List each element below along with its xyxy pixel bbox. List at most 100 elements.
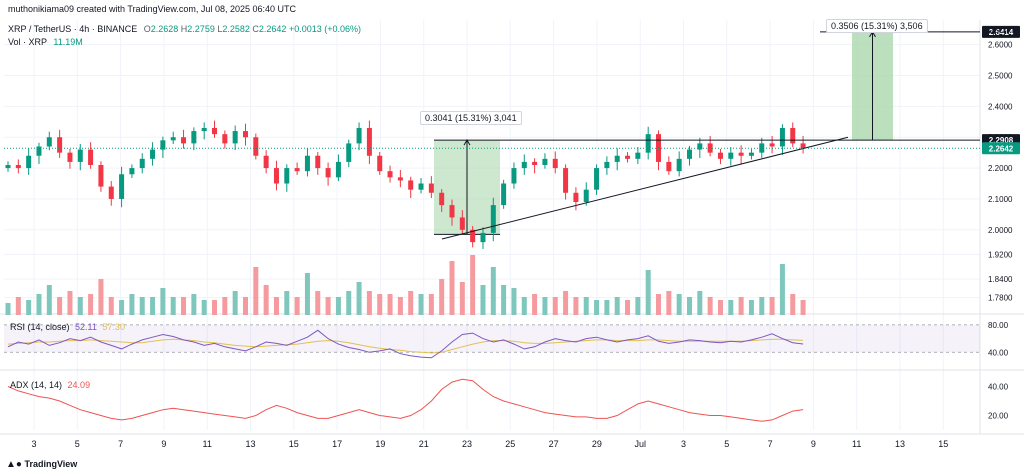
candle-body <box>377 155 383 172</box>
candle-body <box>769 143 775 147</box>
adx-line <box>7 378 804 422</box>
candle-body <box>387 171 393 178</box>
x-axis-tick-label: 9 <box>161 439 166 449</box>
candle-body <box>88 149 94 165</box>
candle-body <box>366 127 372 156</box>
x-axis-tick-label: 21 <box>419 439 429 449</box>
x-axis-tick-label: 19 <box>375 439 385 449</box>
volume-bar <box>387 294 393 315</box>
candle-body <box>150 149 156 159</box>
candle-body <box>532 161 538 165</box>
candle-body <box>325 168 331 178</box>
volume-bar <box>707 297 713 315</box>
volume-row: Vol · XRP 11.19M <box>8 37 83 47</box>
volume-bar <box>129 294 135 315</box>
x-axis-tick-label: 23 <box>462 439 472 449</box>
candle-body <box>583 189 589 203</box>
candle-body <box>108 186 114 199</box>
volume-bar <box>532 294 538 315</box>
volume-bar <box>335 297 341 315</box>
volume-bar <box>397 297 403 315</box>
candle-body <box>26 155 32 169</box>
rsi-legend: RSI (14, close) 52.11 57.30 <box>10 322 125 332</box>
volume-bar <box>46 285 52 315</box>
volume-bar <box>15 297 21 315</box>
candle-body <box>676 158 682 172</box>
candle-body <box>273 168 279 184</box>
rsi-ma-value: 57.30 <box>102 322 125 332</box>
candle-body <box>191 131 197 144</box>
x-axis-tick-label: 27 <box>549 439 559 449</box>
volume-bar <box>150 297 156 315</box>
price-axis-tick-label: 2.5000 <box>988 72 1013 81</box>
candle-body <box>759 143 765 153</box>
candle-body <box>408 180 414 190</box>
volume-bar <box>501 285 507 315</box>
volume-bar <box>666 291 672 315</box>
candle-body <box>397 177 403 181</box>
price-axis-tick-label: 2.4000 <box>988 102 1013 111</box>
volume-bar <box>170 297 176 315</box>
candle-body <box>253 137 259 156</box>
candle-body <box>779 127 785 147</box>
volume-bar <box>222 297 228 315</box>
symbol-ohlc-row: XRP / TetherUS · 4h · BINANCE O2.2628 H2… <box>8 24 362 34</box>
x-axis-tick-label: 13 <box>895 439 905 449</box>
volume-bar <box>542 297 548 315</box>
price-axis-tick-label: 2.0000 <box>988 226 1013 235</box>
volume-bar <box>377 294 383 315</box>
support-trendline <box>441 136 849 240</box>
candle-body <box>335 161 341 178</box>
x-axis-tick-label: 13 <box>245 439 255 449</box>
open-value: 2.2628 <box>150 24 179 34</box>
volume-bar <box>604 300 610 315</box>
trendlines[interactable] <box>4 136 980 240</box>
volume-bar <box>366 291 372 315</box>
candle-body <box>563 168 569 193</box>
volume-bar <box>191 294 197 315</box>
candle-body <box>160 140 166 150</box>
candle-body <box>304 155 310 172</box>
volume-bar <box>325 297 331 315</box>
measure-label-right: 0.3506 (15.31%) 3,506 <box>826 19 928 33</box>
price-badge-label: 2.2908 <box>989 136 1014 145</box>
adx-axis-tick-label: 40.00 <box>988 383 1009 392</box>
candle-body <box>77 149 83 162</box>
tradingview-logo[interactable]: ▲● TradingView <box>6 459 77 470</box>
candle-body <box>717 152 723 159</box>
candle-body <box>36 146 42 156</box>
rsi-value: 52.11 <box>75 322 97 332</box>
candle-body <box>511 168 517 184</box>
candle-body <box>490 205 496 233</box>
candle-body <box>573 192 579 203</box>
candle-body <box>521 161 527 169</box>
candle-body <box>666 161 672 172</box>
candle-body <box>170 137 176 141</box>
candle-body <box>800 143 806 149</box>
high-value: 2.2759 <box>187 24 215 34</box>
rsi-axis-tick-label: 40.00 <box>988 348 1009 357</box>
volume-bar <box>470 255 476 315</box>
price-axis-tick-label: 1.8400 <box>988 275 1013 284</box>
candle-body <box>181 137 187 144</box>
x-axis-tick-label: 7 <box>768 439 773 449</box>
volume-bar <box>88 294 94 315</box>
x-axis-tick-label: 15 <box>938 439 948 449</box>
volume-bar <box>686 297 692 315</box>
candle-body <box>604 161 610 169</box>
adx-pane <box>7 378 804 422</box>
candle-body <box>119 174 125 199</box>
candle-body <box>645 134 651 153</box>
volume-bar <box>294 297 300 315</box>
close-value: 2.2642 <box>258 24 287 34</box>
volume-bars <box>5 255 806 315</box>
volume-bar <box>656 294 662 315</box>
x-axis-tick-label: 25 <box>505 439 515 449</box>
volume-bar <box>232 291 238 315</box>
adx-axis-tick-label: 20.00 <box>988 412 1009 421</box>
candle-body <box>728 152 734 159</box>
volume-bar <box>139 297 145 315</box>
x-axis-tick-label: 15 <box>289 439 299 449</box>
candle-body <box>242 131 248 138</box>
measure-tools[interactable] <box>434 30 980 235</box>
